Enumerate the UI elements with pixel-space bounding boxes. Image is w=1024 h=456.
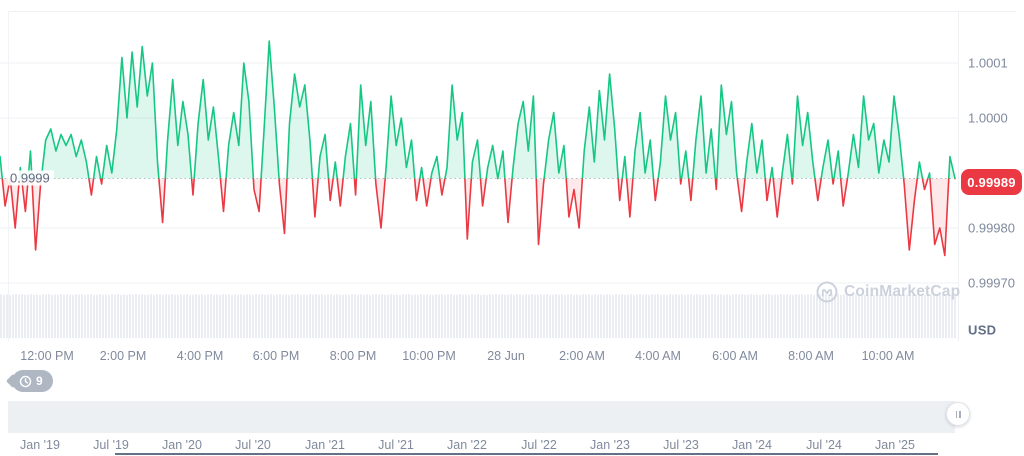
date-range-scrubber[interactable] xyxy=(8,401,955,433)
y-axis-tick-label: 0.99970 xyxy=(968,275,1015,291)
x-axis-tick-label: 4:00 AM xyxy=(635,349,681,363)
y-axis-tick-label: 1.0001 xyxy=(968,55,1008,71)
x-axis-tick-label: 10:00 AM xyxy=(861,349,915,363)
x-axis-tick-label: 28 Jun xyxy=(487,349,525,363)
watchers-count: 9 xyxy=(36,374,43,388)
range-axis-tick-label: Jul '23 xyxy=(663,438,699,452)
range-axis-tick-label: Jan '25 xyxy=(875,438,915,452)
bottom-section-divider xyxy=(115,453,938,455)
coinmarketcap-watermark: CoinMarketCap xyxy=(816,281,960,303)
baseline-price-label: 0.9999 xyxy=(8,170,54,186)
range-axis-tick-label: Jul '24 xyxy=(806,438,842,452)
x-axis-tick-label: 10:00 PM xyxy=(402,349,456,363)
price-chart-plot-area[interactable] xyxy=(0,0,958,345)
y-axis-tick-label: 1.0000 xyxy=(968,110,1008,126)
watchers-badge: 9 xyxy=(12,370,53,392)
range-axis-tick-label: Jan '20 xyxy=(162,438,202,452)
x-axis-tick-label: 2:00 PM xyxy=(99,349,147,363)
x-axis-tick-label: 4:00 PM xyxy=(176,349,224,363)
volume-bars xyxy=(0,294,956,338)
x-axis-tick-label: 6:00 PM xyxy=(252,349,300,363)
price-chart-svg[interactable] xyxy=(0,0,958,345)
price-line-above-baseline xyxy=(0,40,956,179)
price-line-below-baseline xyxy=(0,178,956,257)
x-axis-tick-label: 6:00 AM xyxy=(712,349,758,363)
range-axis-tick-label: Jul '20 xyxy=(235,438,271,452)
scrubber-drag-handle[interactable] xyxy=(946,402,970,426)
range-axis-tick-label: Jan '24 xyxy=(732,438,772,452)
x-axis-tick-label: 2:00 AM xyxy=(559,349,605,363)
panel-top-border xyxy=(8,11,1016,12)
current-price-badge: 0.99989 xyxy=(961,169,1022,195)
y-axis-tick-label: 0.99980 xyxy=(968,220,1015,236)
range-axis-tick-label: Jan '19 xyxy=(20,438,60,452)
watermark-text: CoinMarketCap xyxy=(844,283,961,300)
range-axis-tick-label: Jan '22 xyxy=(447,438,487,452)
y-axis-unit-label: USD xyxy=(968,322,997,338)
coinmarketcap-logo-icon xyxy=(816,281,838,303)
range-axis-tick-label: Jan '23 xyxy=(590,438,630,452)
x-axis-tick-label: 12:00 PM xyxy=(20,349,74,363)
range-axis-tick-label: Jul '22 xyxy=(521,438,557,452)
x-axis-tick-label: 8:00 AM xyxy=(788,349,834,363)
range-axis-tick-label: Jan '21 xyxy=(305,438,345,452)
y-axis-separator xyxy=(958,11,959,341)
x-axis-tick-label: 8:00 PM xyxy=(329,349,377,363)
range-axis-tick-label: Jul '19 xyxy=(93,438,129,452)
clock-icon xyxy=(19,375,32,387)
range-axis-tick-label: Jul '21 xyxy=(378,438,414,452)
